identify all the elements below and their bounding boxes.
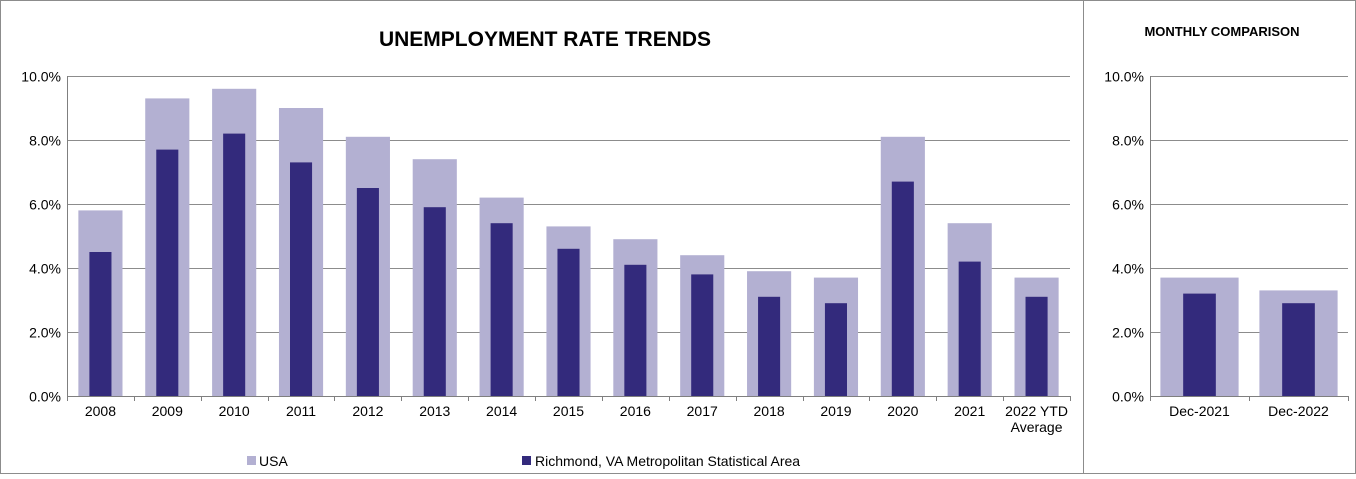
x-tick-label: 2009 bbox=[152, 403, 183, 419]
legend-swatch-usa bbox=[247, 456, 256, 465]
x-tick-label: 2008 bbox=[85, 403, 116, 419]
x-tick-label: Dec-2022 bbox=[1268, 403, 1329, 419]
bar-richmond bbox=[490, 223, 513, 396]
x-tick-label: Dec-2021 bbox=[1169, 403, 1230, 419]
x-tick-label: 2022 YTD bbox=[1005, 403, 1068, 419]
legend-swatch-richmond bbox=[522, 456, 531, 465]
bar-richmond bbox=[1282, 303, 1315, 396]
main-plot-area: 0.0% 2.0% 4.0% 6.0% 8.0% 10.0% 2008 2009 2010 201… bbox=[21, 69, 1071, 435]
x-tick-label: 2021 bbox=[954, 403, 985, 419]
bar-richmond bbox=[758, 296, 781, 396]
x-tick-label: 2013 bbox=[419, 403, 450, 419]
bar-richmond bbox=[290, 162, 313, 396]
monthly-chart-title: MONTHLY COMPARISON bbox=[1144, 24, 1299, 39]
bar-richmond bbox=[891, 181, 914, 396]
bar-richmond bbox=[223, 133, 246, 396]
y-tick-label: 8.0% bbox=[1112, 133, 1144, 149]
y-tick-label: 8.0% bbox=[29, 133, 61, 149]
y-tick-label: 6.0% bbox=[1112, 197, 1144, 213]
x-tick-label: 2014 bbox=[486, 403, 517, 419]
main-chart-title: UNEMPLOYMENT RATE TRENDS bbox=[379, 28, 711, 51]
bar-richmond bbox=[691, 274, 714, 396]
x-tick-label: 2020 bbox=[887, 403, 918, 419]
y-tick-label: 0.0% bbox=[29, 389, 61, 405]
y-tick-label: 4.0% bbox=[1112, 261, 1144, 277]
legend-label-richmond: Richmond, VA Metropolitan Statistical Ar… bbox=[535, 453, 800, 469]
y-tick-label: 10.0% bbox=[1104, 69, 1144, 85]
x-tick-label: Average bbox=[1011, 419, 1063, 435]
bar-richmond bbox=[624, 264, 647, 396]
y-tick-label: 6.0% bbox=[29, 197, 61, 213]
y-tick-label: 2.0% bbox=[1112, 325, 1144, 341]
y-tick-label: 4.0% bbox=[29, 261, 61, 277]
bar-richmond bbox=[423, 207, 446, 396]
x-tick-label: 2015 bbox=[553, 403, 584, 419]
y-tick-label: 2.0% bbox=[29, 325, 61, 341]
bar-richmond bbox=[156, 149, 179, 396]
monthly-plot-area: 0.0% 2.0% 4.0% 6.0% 8.0% 10.0% Dec-2021 Dec-202… bbox=[1104, 69, 1349, 419]
x-tick-label: 2019 bbox=[820, 403, 851, 419]
x-tick-label: 2010 bbox=[219, 403, 250, 419]
bar-richmond bbox=[1183, 293, 1216, 396]
x-tick-label: 2011 bbox=[286, 403, 316, 419]
x-tick-label: 2017 bbox=[687, 403, 718, 419]
bar-richmond bbox=[557, 248, 580, 396]
bar-richmond bbox=[356, 188, 379, 396]
legend-label-usa: USA bbox=[259, 453, 288, 469]
bar-richmond bbox=[1025, 296, 1048, 396]
y-tick-label: 0.0% bbox=[1112, 389, 1144, 405]
legend: USA Richmond, VA Metropolitan Statistica… bbox=[247, 453, 800, 469]
bar-richmond bbox=[958, 261, 981, 396]
x-tick-label: 2018 bbox=[754, 403, 785, 419]
x-tick-label: 2012 bbox=[352, 403, 383, 419]
x-tick-label: 2016 bbox=[620, 403, 651, 419]
y-tick-label: 10.0% bbox=[21, 69, 61, 85]
bar-richmond bbox=[824, 303, 847, 396]
bar-richmond bbox=[89, 252, 112, 396]
